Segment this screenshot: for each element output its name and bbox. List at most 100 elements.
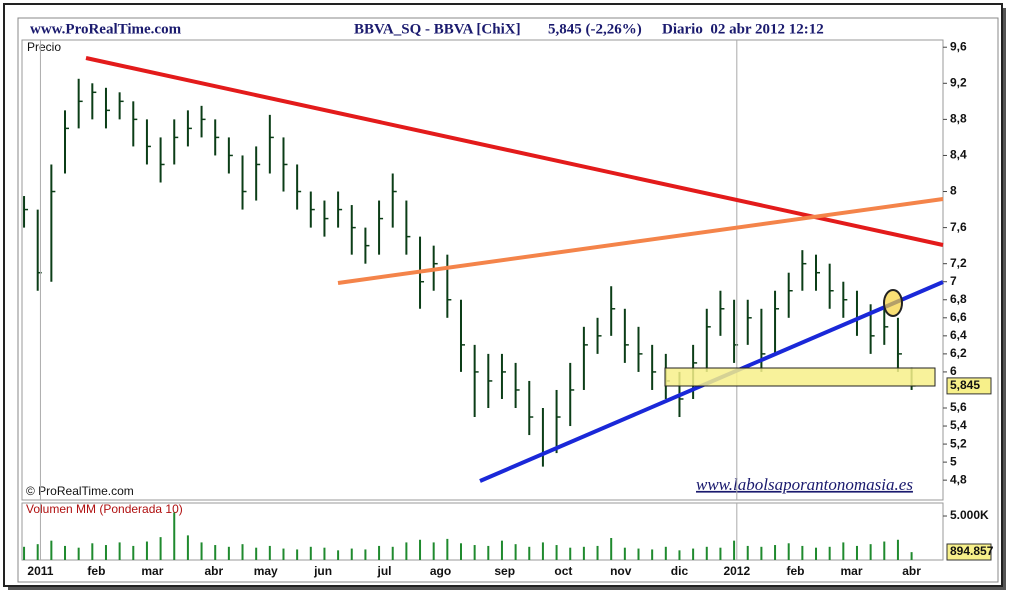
volume-bar bbox=[596, 545, 599, 560]
volume-bar bbox=[296, 549, 299, 560]
y-tick-label: 7 bbox=[950, 274, 957, 288]
x-tick-label: jul bbox=[377, 564, 392, 578]
volume-bar bbox=[91, 543, 94, 560]
x-tick-label: dic bbox=[671, 564, 689, 578]
panel-title: Volumen MM (Ponderada 10) bbox=[26, 502, 183, 516]
y-tick-label: 8,8 bbox=[950, 112, 967, 126]
volume-bar bbox=[815, 547, 818, 560]
volume-bar bbox=[350, 548, 353, 560]
y-tick-label: 9,2 bbox=[950, 75, 967, 89]
volume-bar bbox=[855, 545, 858, 560]
volume-bar bbox=[200, 542, 203, 560]
y-tick-label: 6,8 bbox=[950, 292, 967, 306]
volume-bar bbox=[787, 543, 790, 560]
volume-bar bbox=[760, 546, 763, 560]
volume-bar bbox=[241, 544, 244, 560]
volume-bar bbox=[77, 547, 80, 560]
x-tick-label: ago bbox=[430, 564, 451, 578]
volume-bar bbox=[378, 545, 381, 560]
x-tick-label: 2012 bbox=[723, 564, 750, 578]
volume-bar bbox=[364, 549, 367, 560]
volume-bar bbox=[323, 547, 326, 560]
volume-bar bbox=[883, 541, 886, 560]
volume-bar bbox=[896, 539, 899, 560]
volume-bar bbox=[719, 547, 722, 560]
volume-bar bbox=[145, 541, 148, 560]
volume-bar bbox=[746, 545, 749, 560]
x-tick-label: oct bbox=[554, 564, 572, 578]
y-tick-label: 5.000K bbox=[950, 508, 989, 522]
volume-bar bbox=[159, 537, 162, 560]
volume-bar bbox=[23, 546, 26, 560]
last-value-box bbox=[946, 543, 992, 561]
x-tick-label: abr bbox=[205, 564, 224, 578]
x-tick-label: may bbox=[254, 564, 278, 578]
x-tick-label: mar bbox=[141, 564, 163, 578]
y-tick-label: 5,2 bbox=[950, 436, 967, 450]
volume-bar bbox=[528, 546, 531, 560]
volume-bar bbox=[214, 545, 217, 560]
volume-bar bbox=[555, 545, 558, 560]
trend-line bbox=[337, 197, 944, 285]
volume-bar bbox=[186, 535, 189, 560]
site: www.ProRealTime.com bbox=[30, 21, 182, 37]
volume-bar bbox=[432, 542, 435, 560]
x-tick-label: 2011 bbox=[27, 564, 53, 578]
y-tick-label: 9,6 bbox=[950, 39, 967, 53]
inner-frame bbox=[17, 17, 999, 583]
volume-bar bbox=[227, 546, 230, 560]
x-tick-label: sep bbox=[494, 564, 515, 578]
volume-bar bbox=[473, 545, 476, 560]
volume-bar bbox=[623, 547, 626, 560]
volume-bar bbox=[910, 552, 913, 560]
watermark: www.labolsaporantonomasia.es bbox=[696, 475, 913, 494]
last-value-label: 5,845 bbox=[950, 378, 980, 392]
volume-bar bbox=[514, 544, 517, 560]
x-tick-label: jun bbox=[313, 564, 332, 578]
volume-bar bbox=[282, 548, 285, 560]
x-tick-label: nov bbox=[610, 564, 632, 578]
volume-bar bbox=[869, 544, 872, 560]
volume-bar bbox=[118, 542, 121, 560]
x-tick-label: feb bbox=[787, 564, 805, 578]
volume-bar bbox=[582, 546, 585, 560]
volume-bar bbox=[678, 550, 681, 560]
volume-bar bbox=[828, 546, 831, 560]
volume-bar bbox=[419, 539, 422, 560]
volume-bar bbox=[487, 545, 490, 560]
volume-bar bbox=[309, 546, 312, 560]
support-zone bbox=[664, 367, 936, 387]
volume-bar bbox=[500, 540, 503, 560]
y-tick-label: 4,8 bbox=[950, 472, 967, 486]
y-tick-label: 5,6 bbox=[950, 400, 967, 414]
volume-bar bbox=[268, 545, 271, 560]
volume-bar bbox=[569, 547, 572, 560]
volume-bar bbox=[801, 545, 804, 560]
volume-bar bbox=[651, 549, 654, 560]
price-panel bbox=[21, 39, 944, 501]
y-tick-label: 7,6 bbox=[950, 220, 967, 234]
last-value-box bbox=[946, 377, 992, 395]
y-tick-label: 8,4 bbox=[950, 148, 967, 162]
period: Diario 02 abr 2012 12:12 bbox=[662, 21, 824, 37]
y-tick-label: 8 bbox=[950, 184, 957, 198]
x-tick-label: feb bbox=[87, 564, 105, 578]
volume-bar bbox=[692, 548, 695, 560]
y-tick-label: 5 bbox=[950, 454, 957, 468]
y-tick-label: 6,6 bbox=[950, 310, 967, 324]
volume-bar bbox=[36, 544, 39, 560]
copyright: © ProRealTime.com bbox=[26, 484, 134, 498]
x-tick-label: mar bbox=[841, 564, 863, 578]
volume-bar bbox=[664, 546, 667, 560]
volume-bar bbox=[705, 546, 708, 560]
volume-bar bbox=[842, 542, 845, 560]
panel-title: Precio bbox=[27, 40, 61, 54]
y-tick-label: 5,4 bbox=[950, 418, 967, 432]
plot: 9,6 9,2 8,8 8,4 8 7,6 7,2 7 6,8 6,6 6,4 6,2 6 5,6 5,4 5… bbox=[23, 39, 994, 578]
volume-bar bbox=[541, 542, 544, 560]
volume-bar bbox=[50, 540, 53, 560]
volume-bar bbox=[459, 543, 462, 560]
y-tick-label: 7,2 bbox=[950, 256, 967, 270]
quote: 5,845 (-2,26%) bbox=[548, 21, 642, 37]
